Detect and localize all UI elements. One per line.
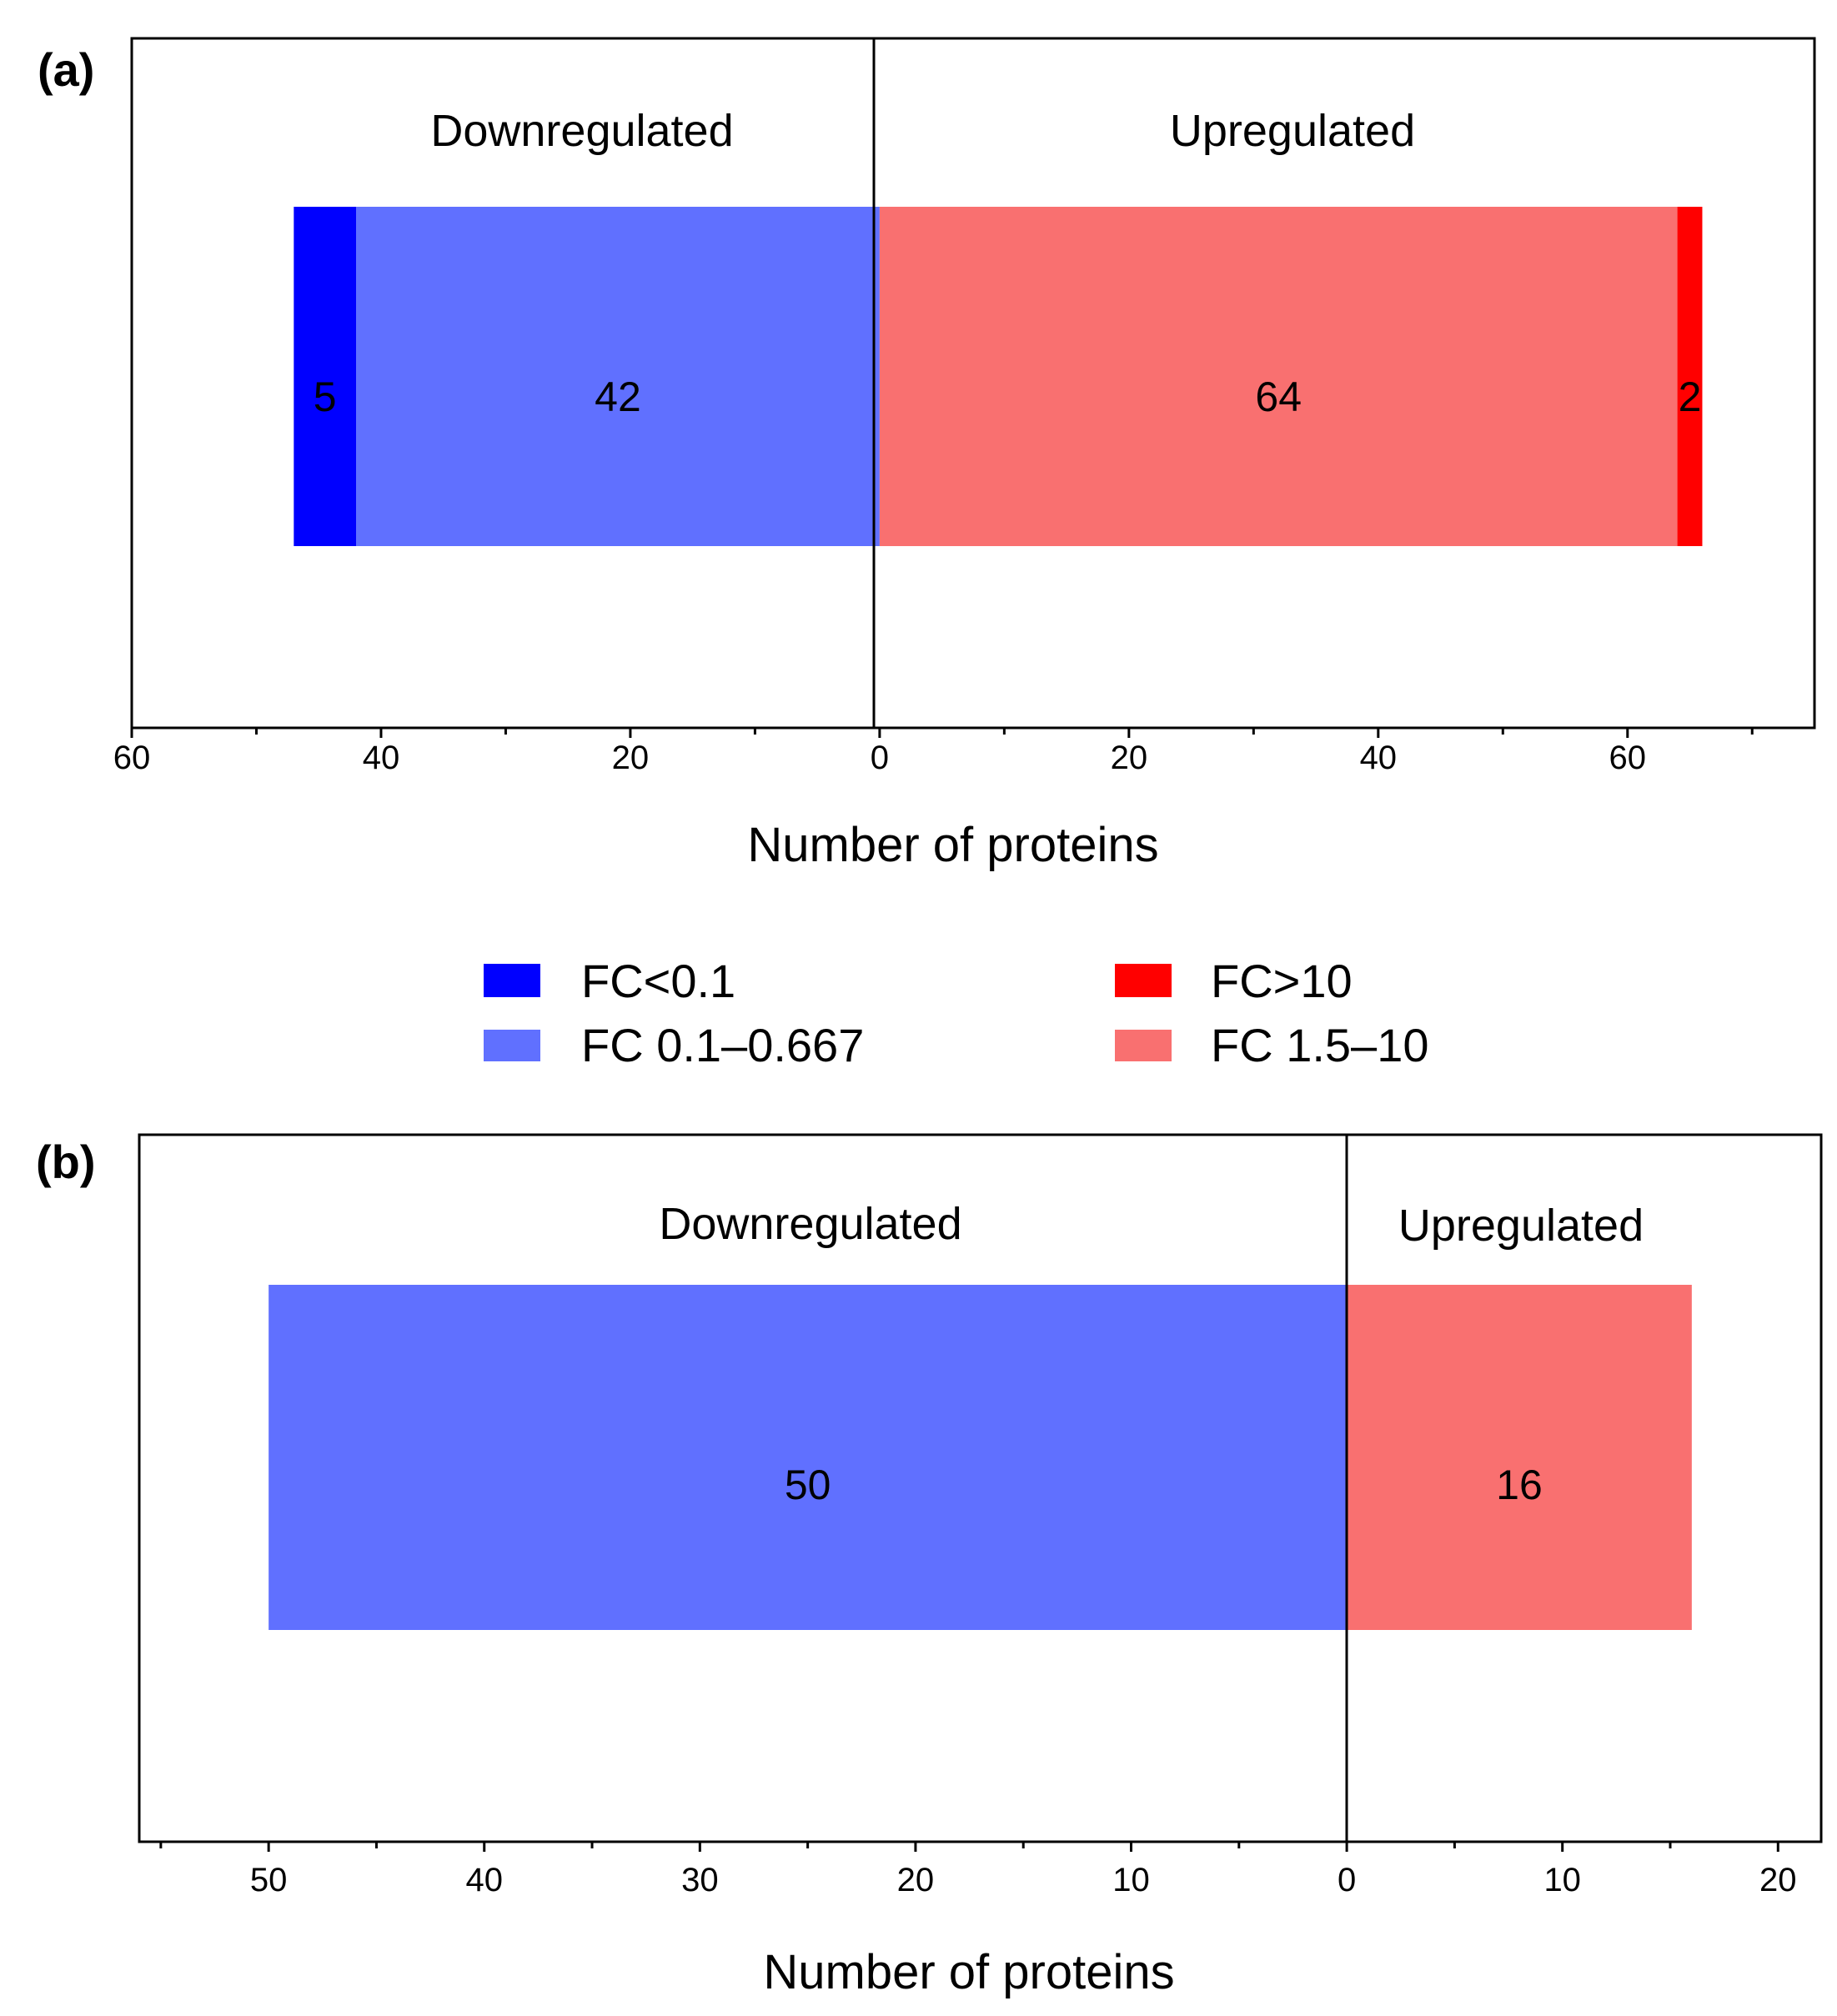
panel-a-tick-label-4: 20	[1111, 740, 1148, 776]
legend-label-fc-gt-10: FC>10	[1211, 955, 1353, 1007]
panel-b-plot-frame	[138, 1133, 1823, 1843]
legend-swatch-fc-1.5-10	[1115, 1030, 1172, 1061]
legend-swatch-fc-0.1-0.667	[484, 1030, 540, 1061]
legend-label-fc-0.1-0.667: FC 0.1–0.667	[581, 1019, 864, 1071]
legend-swatch-fc-lt-0.1	[484, 964, 540, 997]
panel-b-bar-0	[269, 1285, 1348, 1630]
panel-b-tick-label-6: 10	[1543, 1862, 1581, 1898]
panel-b-label: (b)	[36, 1136, 96, 1188]
panel-a-plot-frame	[130, 37, 1816, 730]
panel-b-x-axis: 50 40 30 20 10 0 10 20	[159, 1842, 1797, 1898]
panel-a-bar-label-2: 64	[1255, 374, 1302, 420]
panel-a-tick-label-1: 40	[363, 740, 400, 776]
panel-b-upregulated-label: Upregulated	[1398, 1201, 1644, 1251]
panel-b-tick-label-2: 30	[681, 1862, 719, 1898]
panel-a-tick-label-3: 0	[871, 740, 889, 776]
panel-b-tick-label-3: 20	[897, 1862, 935, 1898]
panel-a-tick-label-5: 40	[1360, 740, 1398, 776]
legend-label-fc-lt-0.1: FC<0.1	[581, 955, 735, 1007]
panel-b-downregulated-label: Downregulated	[659, 1199, 961, 1249]
panel-b-tick-label-1: 40	[465, 1862, 503, 1898]
panel-a-bar-2	[879, 207, 1678, 546]
panel-a-tick-label-2: 20	[612, 740, 650, 776]
panel-b-bar-1	[1347, 1285, 1692, 1630]
panel-a-bar-label-3: 2	[1679, 374, 1702, 420]
panel-a-label: (a)	[38, 43, 94, 96]
legend-label-fc-1.5-10: FC 1.5–10	[1211, 1019, 1429, 1071]
panel-a-x-axis-title: Number of proteins	[747, 818, 1158, 872]
panel-a-bar-0	[356, 207, 880, 546]
panel-b-tick-label-5: 0	[1338, 1862, 1356, 1898]
panel-a-bars: 42 5 64 2	[294, 207, 1703, 546]
panel-a-upregulated-label: Upregulated	[1170, 106, 1415, 156]
panel-b-bar-label-1: 16	[1496, 1462, 1543, 1508]
panel-b-bars: 50 16	[269, 1285, 1692, 1630]
panel-b-bar-label-0: 50	[785, 1462, 831, 1508]
panel-a-tick-label-6: 60	[1609, 740, 1647, 776]
panel-a-x-axis: 60 40 20 0 20 40 60	[113, 728, 1754, 776]
legend: FC<0.1 FC>10 FC 0.1–0.667 FC 1.5–10	[484, 955, 1429, 1071]
legend-swatch-fc-gt-10	[1115, 964, 1172, 997]
panel-b-tick-label-7: 20	[1759, 1862, 1797, 1898]
panel-a-bar-label-0: 42	[595, 374, 641, 420]
panel-b: (b) 50 16 Downregulated Upregulated 50 40 3…	[36, 1133, 1823, 1999]
panel-a-downregulated-label: Downregulated	[430, 106, 733, 156]
panel-b-tick-label-4: 10	[1112, 1862, 1150, 1898]
panel-a-bar-1	[294, 207, 357, 546]
panel-a: (a) 42 5 64 2 Downregulated Upregulated 60 4…	[38, 37, 1816, 872]
panel-a-bar-label-1: 5	[314, 374, 337, 420]
panel-b-x-axis-title: Number of proteins	[763, 1945, 1174, 1999]
panel-b-tick-label-0: 50	[250, 1862, 288, 1898]
panel-a-tick-label-0: 60	[113, 740, 151, 776]
panel-a-bar-3	[1677, 207, 1703, 546]
